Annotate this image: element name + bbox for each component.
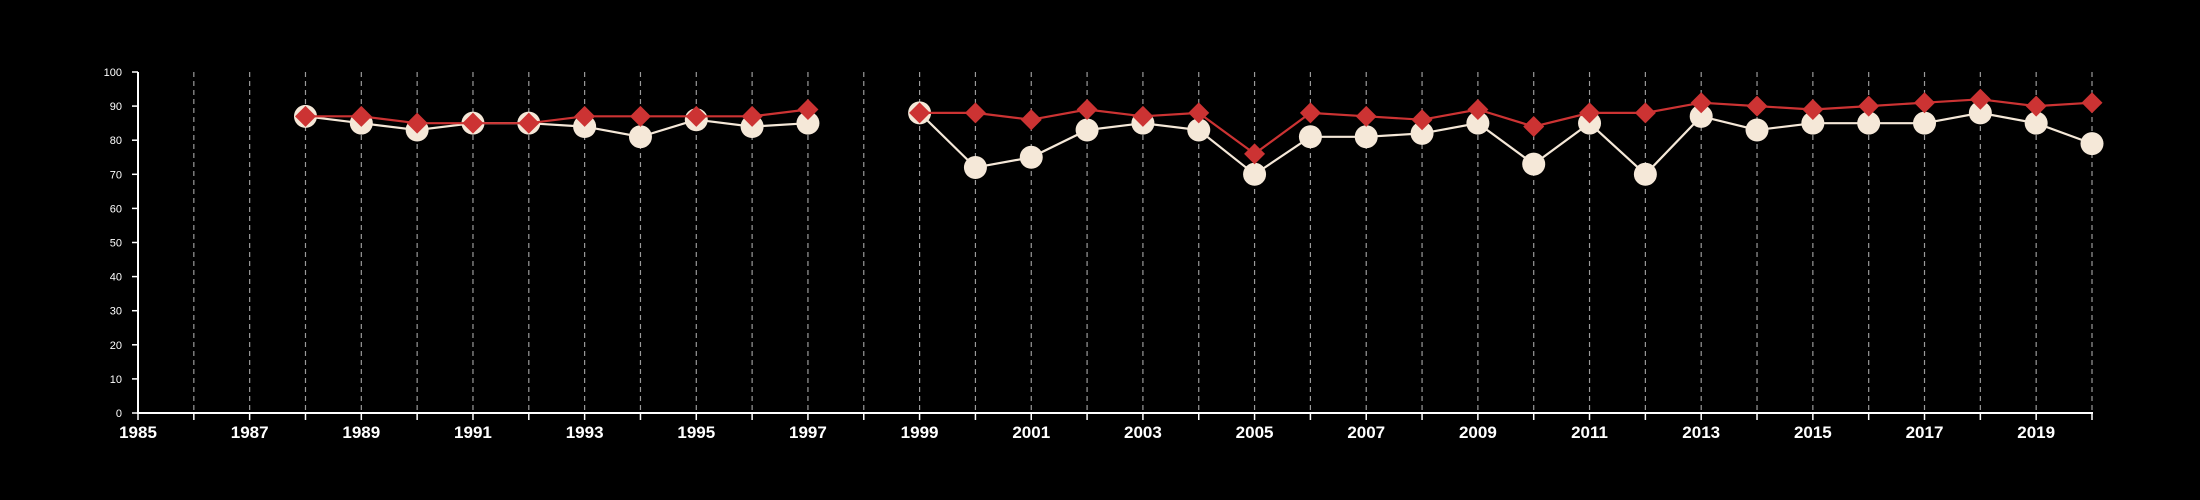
axes: 0 10 20 30 40 50 60 70 80 90 100 1985 1987 1989 1991 19… (104, 67, 2093, 442)
y-tick-label: 90 (110, 101, 122, 113)
data-point-diamond (294, 105, 316, 127)
data-point-diamond (741, 105, 763, 127)
data-point-diamond (518, 112, 540, 134)
x-tick-label: 2007 (1347, 423, 1385, 442)
data-point-diamond (629, 105, 651, 127)
data-point-circle (1075, 118, 1099, 142)
series-line-1 (305, 115, 808, 138)
series-group (293, 88, 2104, 186)
data-point-diamond (1076, 99, 1098, 121)
data-point-circle (963, 155, 987, 179)
data-point-circle (1019, 145, 1043, 169)
x-tick-label: 1995 (677, 423, 715, 442)
data-point-diamond (2025, 95, 2047, 117)
data-point-diamond (1914, 92, 1936, 114)
data-point-diamond (1411, 109, 1433, 131)
x-tick-label: 1991 (454, 423, 492, 442)
x-tick-label: 1993 (566, 423, 604, 442)
data-point-diamond (1634, 102, 1656, 124)
data-point-circle (1243, 162, 1267, 186)
data-point-circle (2080, 132, 2104, 156)
x-tick-label: 2005 (1236, 423, 1274, 442)
data-point-circle (1354, 125, 1378, 149)
y-tick-label: 40 (110, 272, 122, 284)
data-point-diamond (406, 112, 428, 134)
y-tick-label: 30 (110, 306, 122, 318)
data-point-diamond (1188, 102, 1210, 124)
data-point-diamond (1858, 95, 1880, 117)
series-line-0 (919, 98, 2093, 156)
x-tick-label: 2003 (1124, 423, 1162, 442)
x-tick-label: 2001 (1012, 423, 1050, 442)
data-point-diamond (1244, 143, 1266, 165)
x-tick-label: 1997 (789, 423, 827, 442)
data-point-diamond (1467, 99, 1489, 121)
series-line-1 (918, 111, 2093, 176)
x-tick-label: 2013 (1682, 423, 1720, 442)
data-point-circle (1745, 118, 1769, 142)
data-point-circle (1857, 111, 1881, 135)
data-point-diamond (964, 102, 986, 124)
data-point-circle (796, 111, 820, 135)
data-point-diamond (685, 105, 707, 127)
data-point-diamond (1802, 99, 1824, 121)
data-point-circle (1801, 111, 1825, 135)
x-tick-label: 1987 (231, 423, 269, 442)
data-point-diamond (909, 102, 931, 124)
y-tick-label: 0 (116, 408, 122, 420)
data-point-diamond (574, 105, 596, 127)
data-point-diamond (1523, 116, 1545, 138)
y-tick-label: 60 (110, 203, 122, 215)
data-point-diamond (2081, 92, 2103, 114)
data-point-circle (1689, 104, 1713, 128)
data-point-circle (1913, 111, 1937, 135)
data-point-diamond (1690, 92, 1712, 114)
x-tick-label: 1985 (119, 423, 157, 442)
data-point-diamond (462, 112, 484, 134)
data-point-circle (1522, 152, 1546, 176)
y-tick-label: 20 (110, 340, 122, 352)
x-tick-label: 2009 (1459, 423, 1497, 442)
data-point-diamond (1020, 109, 1042, 131)
x-tick-label: 2011 (1571, 423, 1608, 442)
data-point-circle (1187, 118, 1211, 142)
data-point-circle (628, 125, 652, 149)
data-point-circle (1410, 121, 1434, 145)
data-point-circle (1298, 125, 1322, 149)
data-point-diamond (1132, 105, 1154, 127)
x-tick-label: 2015 (1794, 423, 1832, 442)
x-tick-label: 2017 (1906, 423, 1944, 442)
data-point-circle (1466, 111, 1490, 135)
y-tick-label: 80 (110, 135, 122, 147)
x-tick-label: 2019 (2017, 423, 2055, 442)
series-0 (294, 88, 2103, 165)
data-point-diamond (1579, 102, 1601, 124)
y-tick-label: 10 (110, 374, 122, 386)
data-point-circle (2024, 111, 2048, 135)
y-tick-label: 100 (104, 67, 122, 79)
data-point-diamond (1355, 105, 1377, 127)
data-point-circle (1968, 101, 1992, 125)
y-tick-label: 50 (110, 238, 122, 250)
series-line-0 (305, 108, 809, 125)
data-point-diamond (1746, 95, 1768, 117)
data-point-diamond (1299, 102, 1321, 124)
data-point-circle (1633, 162, 1657, 186)
data-point-diamond (350, 105, 372, 127)
x-tick-label: 1999 (901, 423, 939, 442)
data-point-diamond (1969, 88, 1991, 110)
data-point-diamond (797, 99, 819, 121)
x-tick-label: 1989 (342, 423, 380, 442)
y-tick-label: 70 (110, 169, 122, 181)
